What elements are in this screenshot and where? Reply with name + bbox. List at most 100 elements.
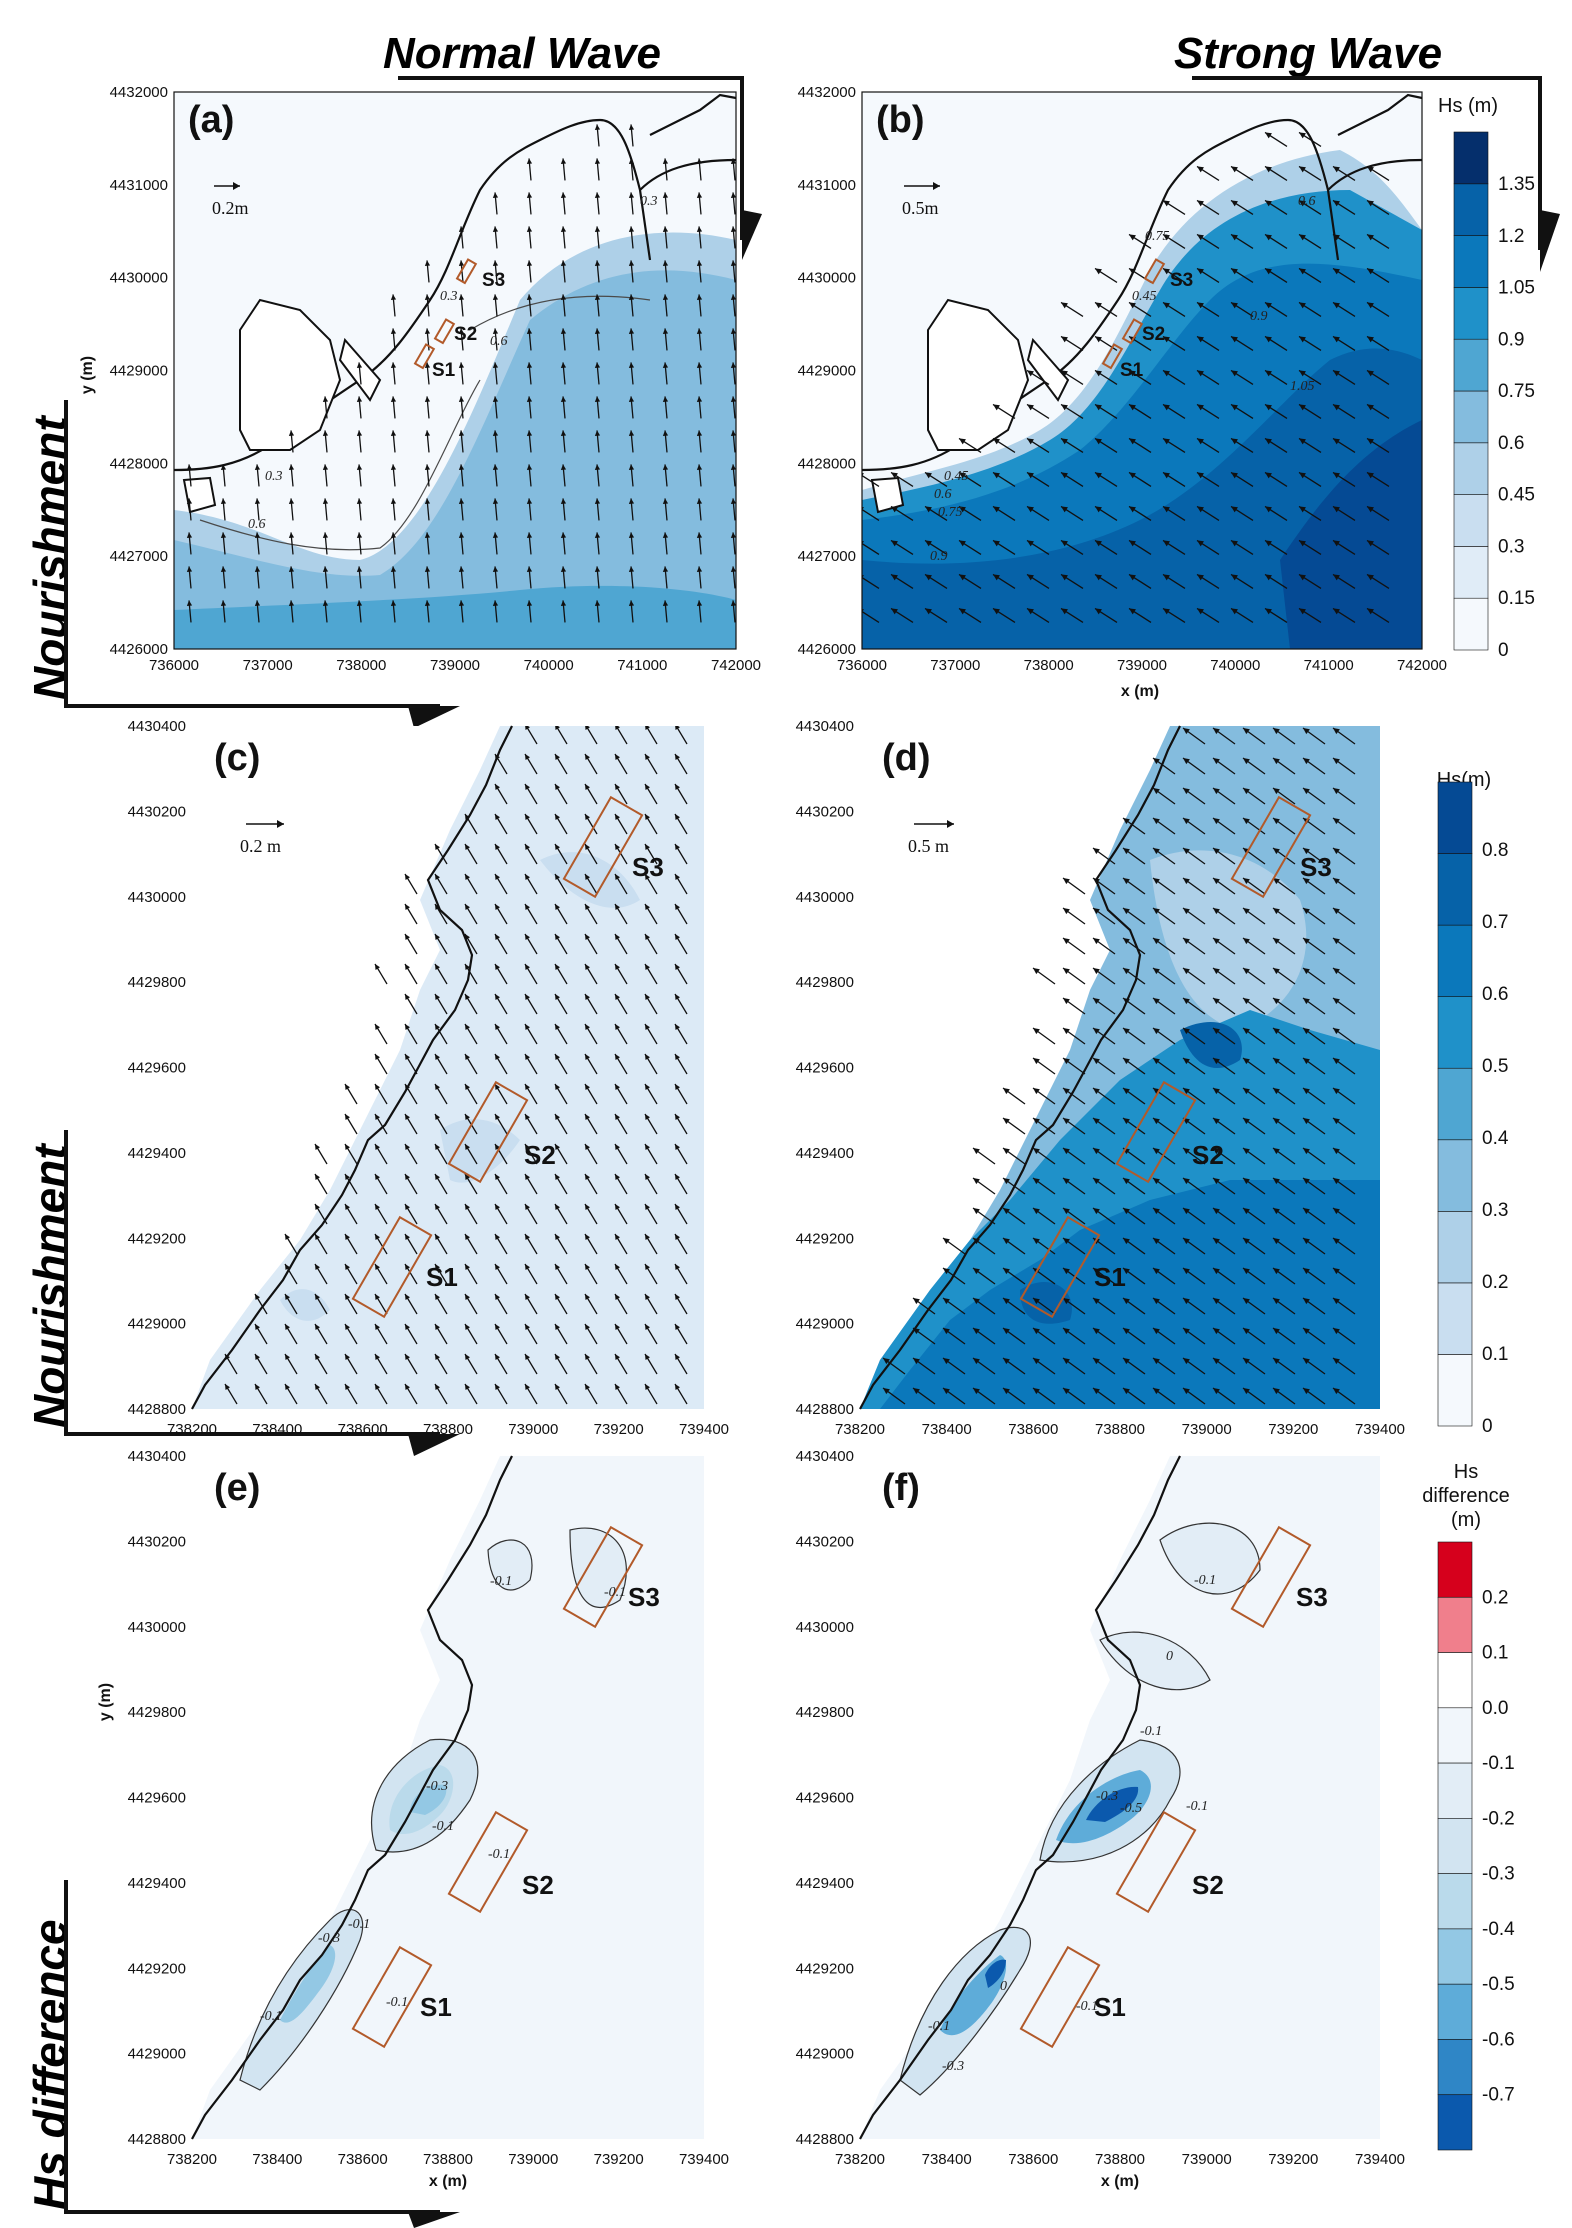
wave-vector-head xyxy=(1003,1178,1010,1185)
ytick-label: 4430200 xyxy=(796,1533,854,1550)
wave-vector-head xyxy=(1333,1358,1340,1365)
wave-vector-head xyxy=(495,1144,501,1150)
wave-vector-head xyxy=(662,260,669,267)
wave-vector-head xyxy=(696,396,703,403)
panel-f: S1 S2 S3 -0.1 0 -0.1 -0.1 -0.3 -0.5 -0.1… xyxy=(796,1448,1405,2190)
colorbar-tick-label: 0.1 xyxy=(1482,1344,1508,1365)
wave-vector-head xyxy=(405,1054,411,1060)
wave-vector-head xyxy=(1213,788,1220,795)
wave-vector-head xyxy=(1061,540,1068,547)
wave-vector-head xyxy=(1213,1328,1220,1335)
wave-vector-head xyxy=(1123,968,1130,975)
wave-vector-head xyxy=(615,726,621,730)
wave-vector-head xyxy=(696,566,703,573)
wave-vector-head xyxy=(1197,166,1204,173)
colorbar-swatch xyxy=(1437,781,1473,854)
wave-vector-head xyxy=(465,1294,471,1300)
wave-vector-head xyxy=(993,472,1000,479)
wave-vector-head xyxy=(1213,1388,1220,1395)
wave-vector-head xyxy=(585,934,591,940)
wave-vector-head xyxy=(1303,1148,1310,1155)
wave-vector-head xyxy=(675,1024,681,1030)
ytick-label: 4430200 xyxy=(128,803,186,820)
wave-vector-head xyxy=(525,1294,531,1300)
wave-vector-head xyxy=(585,1354,591,1360)
wave-vector-head xyxy=(645,874,651,880)
wave-vector-head xyxy=(675,726,681,730)
wave-vector-head xyxy=(1273,1178,1280,1185)
xtick-label: 738800 xyxy=(1095,1421,1145,1438)
wave-vector-head xyxy=(1183,1388,1190,1395)
wave-vector-head xyxy=(675,1114,681,1120)
wave-vector-head xyxy=(1273,1088,1280,1095)
wave-vector-head xyxy=(1129,506,1136,513)
wave-vector-head xyxy=(1163,336,1170,343)
wave-vector-head xyxy=(1265,404,1272,411)
site-s1-f: S1 xyxy=(1094,1992,1126,2022)
wave-vector-head xyxy=(405,1324,411,1330)
wave-vector-head xyxy=(675,1324,681,1330)
wave-vector-head xyxy=(1093,1178,1100,1185)
contour-label: 0.9 xyxy=(1250,309,1268,324)
wave-vector-head xyxy=(645,934,651,940)
wave-vector-head xyxy=(1273,1388,1280,1395)
wave-vector-head xyxy=(458,430,465,437)
wave-vector-head xyxy=(375,1114,381,1120)
colorbar-swatch xyxy=(1453,338,1489,392)
wave-vector-head xyxy=(675,904,681,910)
wave-vector-head xyxy=(1163,574,1170,581)
wave-vector-head xyxy=(1003,1118,1010,1125)
wave-vector-head xyxy=(390,566,397,573)
colorbar-ticks-b: 1.35 1.2 1.05 0.9 0.75 0.6 0.45 0.3 0.15 0 xyxy=(1498,174,1535,661)
wave-vector-head xyxy=(1183,1268,1190,1275)
wave-vector-head xyxy=(526,192,533,199)
wave-vector-head xyxy=(435,1024,441,1030)
wave-vector-head xyxy=(675,1054,681,1060)
ticks-e: 4428800 4429000 4429200 4429400 4429600 44298… xyxy=(128,1448,729,2168)
wave-vector-head xyxy=(375,964,381,970)
wave-vector-head xyxy=(1333,574,1340,581)
wave-vector-head xyxy=(696,294,703,301)
xtick-label: 740000 xyxy=(1210,657,1260,674)
wave-vector-head xyxy=(1243,968,1250,975)
wave-vector-head xyxy=(435,934,441,940)
wave-vector-head xyxy=(555,814,561,820)
wave-vector-head xyxy=(424,396,431,403)
contour-label: -0.3 xyxy=(426,1779,448,1794)
wave-vector-head xyxy=(585,784,591,790)
wave-vector-head xyxy=(322,396,329,403)
wave-vector-head xyxy=(645,1294,651,1300)
wave-vector-head xyxy=(943,1268,950,1275)
colorbar-swatch xyxy=(1437,1067,1473,1141)
wave-vector-head xyxy=(594,226,601,233)
wave-vector-head xyxy=(375,1144,381,1150)
colorbar-swatch xyxy=(1437,1211,1473,1284)
colorbar-swatches-b xyxy=(1453,131,1489,651)
wave-vector-head xyxy=(1231,540,1238,547)
colorbar-swatches-d xyxy=(1437,781,1473,1427)
wave-vector-head xyxy=(1003,1328,1010,1335)
wave-vector-head xyxy=(435,874,441,880)
wave-vector-head xyxy=(1213,818,1220,825)
wave-vector-head xyxy=(1243,1388,1250,1395)
wave-vector-head xyxy=(1243,1358,1250,1365)
plot-frame-a xyxy=(173,91,737,650)
wave-vector-head xyxy=(1123,1058,1130,1065)
colorbar-tick-label: 0.3 xyxy=(1498,536,1524,557)
contour-label: -0.1 xyxy=(1194,1573,1216,1588)
wave-vector-head xyxy=(615,784,621,790)
wave-vector-head xyxy=(585,754,591,760)
ytick-label: 4428000 xyxy=(798,455,856,472)
xtick-label: 738600 xyxy=(338,1421,388,1438)
wave-vector-head xyxy=(424,532,431,539)
contour-label: -0.3 xyxy=(1096,1789,1118,1804)
colorbar-swatch xyxy=(1437,1762,1473,1819)
wave-vector-head xyxy=(730,396,736,403)
ytick-label: 4428800 xyxy=(796,2131,854,2148)
column-title-normal: Normal Wave xyxy=(383,29,762,260)
wave-vector-head xyxy=(555,1084,561,1090)
wave-vector-head xyxy=(1333,998,1340,1005)
wave-vector-head xyxy=(435,1234,441,1240)
xtick-label: 739000 xyxy=(1182,1421,1232,1438)
wave-vector-head xyxy=(730,464,736,471)
